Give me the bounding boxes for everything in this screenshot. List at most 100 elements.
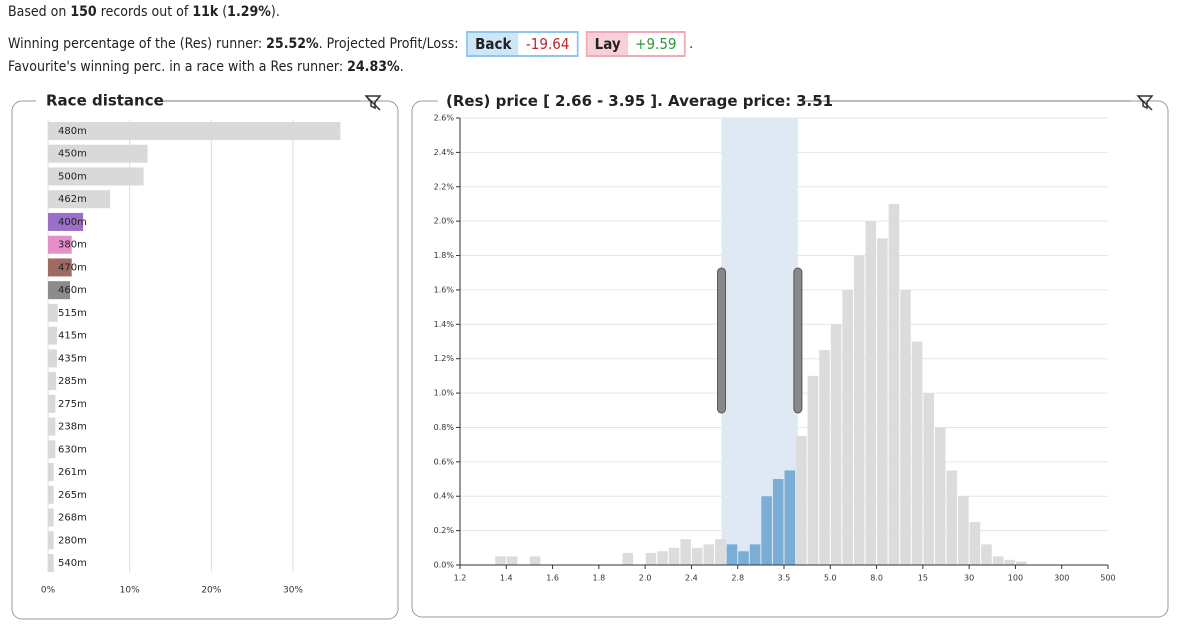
category-label: 400m (58, 217, 87, 228)
back-badge: Back -19.64 (466, 31, 579, 57)
value: 11k (192, 4, 219, 20)
hist-bar (992, 556, 1004, 565)
hist-bar (911, 341, 923, 565)
category-label: 268m (58, 513, 87, 524)
category-label: 480m (58, 126, 87, 137)
filter-icon[interactable] (364, 95, 382, 111)
y-tick-label: 0.4% (434, 492, 455, 501)
category-label: 462m (58, 194, 87, 205)
y-tick-label: 1.4% (434, 320, 455, 329)
text: . (399, 59, 404, 75)
value: 1.29% (227, 4, 271, 20)
y-tick-label: 2.0% (434, 217, 455, 226)
hist-bar (715, 539, 726, 565)
hist-bar (923, 393, 934, 565)
hist-bar (657, 551, 668, 565)
bar (48, 190, 111, 209)
y-tick-label: 2.6% (434, 114, 455, 123)
text: Based on (8, 4, 71, 20)
bar (48, 167, 144, 186)
category-label: 450m (58, 149, 87, 160)
x-tick-label: 15 (918, 574, 928, 583)
category-label: 470m (58, 262, 87, 273)
x-tick-label: 100 (1008, 574, 1023, 583)
y-tick-label: 0.6% (434, 457, 455, 466)
y-tick-label: 1.8% (434, 251, 455, 260)
bar (48, 463, 54, 482)
hist-bar (703, 544, 715, 565)
bar (48, 326, 57, 345)
category-label: 540m (58, 558, 87, 569)
hist-bar (900, 289, 911, 565)
category-label: 460m (58, 285, 87, 296)
bar (48, 122, 341, 140)
title-part: (Res) price [ (446, 92, 550, 110)
category-label: 435m (58, 353, 87, 364)
hist-bar (807, 375, 819, 565)
text: Favourite's winning perc. in a race with… (8, 59, 348, 75)
value: 24.83% (347, 59, 400, 75)
x-tick-label: 30% (283, 586, 303, 596)
badge-value: -19.64 (525, 35, 570, 53)
x-tick-label: 5.0 (824, 574, 837, 583)
hist-bar (529, 556, 541, 565)
x-tick-label: 2.0 (639, 574, 652, 583)
title-part: 3.51 (796, 92, 833, 110)
text: . Projected Profit/Loss: (318, 36, 463, 52)
hist-bar (865, 221, 877, 565)
info-line: Based on 150 records out of 11k (1.29%). (8, 4, 280, 20)
text: records out of (96, 4, 193, 20)
hist-bar (934, 427, 946, 565)
hist-bar (853, 255, 865, 566)
y-tick-label: 1.0% (434, 389, 455, 398)
category-label: 630m (58, 444, 87, 455)
hist-bar (668, 547, 680, 565)
x-tick-label: 3.5 (778, 574, 791, 583)
bar (48, 372, 57, 391)
hist-bar (1015, 561, 1027, 565)
chart-title: (Res) price [2.66-3.95]. Average price: 3… (446, 92, 833, 110)
text: ( (218, 4, 228, 20)
hist-bar (495, 556, 506, 565)
x-tick-label: 20% (201, 586, 221, 596)
lay-badge: Lay +9.59 (585, 31, 686, 57)
x-tick-label: 2.8 (731, 574, 744, 583)
title-part: - (597, 92, 603, 110)
hist-bar (796, 436, 807, 565)
x-tick-label: 1.2 (454, 574, 467, 583)
category-label: 265m (58, 490, 87, 501)
bar (48, 394, 56, 413)
x-tick-label: 2.4 (685, 574, 698, 583)
x-tick-label: 300 (1054, 574, 1069, 583)
badge-label: Back (467, 33, 519, 55)
hist-bar (784, 470, 796, 565)
y-tick-label: 0.8% (434, 423, 455, 432)
hist-bar (772, 479, 784, 565)
hist-bar (981, 544, 992, 565)
hist-bar (888, 203, 900, 565)
hist-bar (622, 552, 634, 565)
text: . (689, 36, 694, 52)
x-tick-label: 0% (41, 586, 56, 596)
hist-bar (1004, 559, 1015, 565)
title-bg (438, 92, 798, 110)
brush-handle (717, 267, 727, 414)
filter-icon[interactable] (1136, 95, 1154, 111)
text: Winning percentage of the (Res) runner: (8, 36, 267, 52)
x-tick-label: 30 (964, 574, 974, 583)
category-label: 285m (58, 376, 87, 387)
hist-bar (506, 556, 518, 565)
value: 25.52% (266, 36, 319, 52)
bar (48, 485, 54, 504)
hist-bar (958, 496, 969, 565)
bar (48, 258, 72, 277)
y-tick-label: 0.0% (434, 561, 455, 570)
hist-bar (738, 551, 749, 565)
hist-bar (877, 238, 888, 565)
text: ). (270, 4, 280, 20)
x-tick-label: 8.0 (870, 574, 883, 583)
chart-title: Race distance (46, 92, 164, 110)
bar (48, 554, 54, 572)
hist-bar (761, 496, 772, 565)
